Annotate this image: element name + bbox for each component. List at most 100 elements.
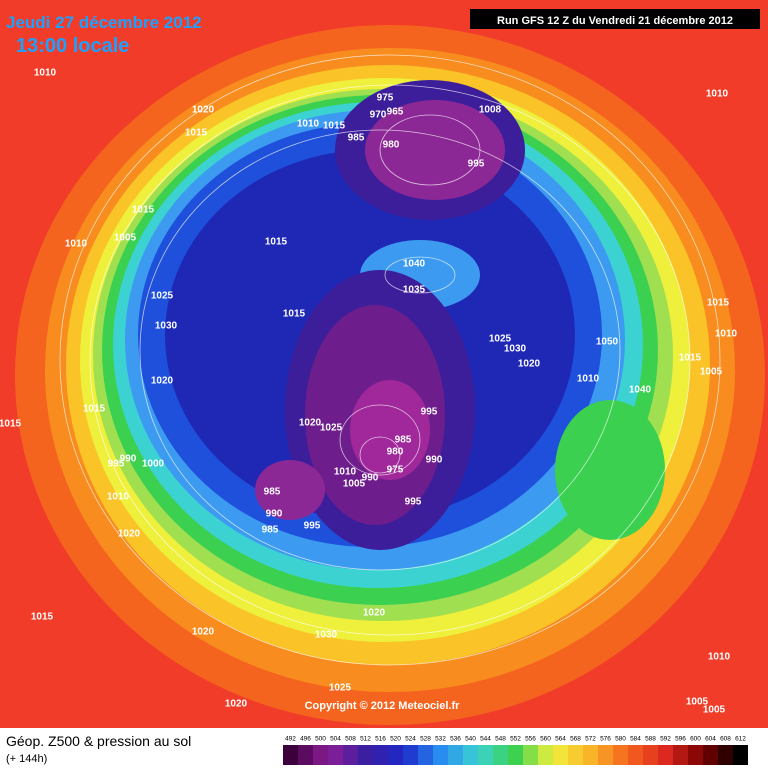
isobar-label: 1010 — [577, 374, 600, 385]
color-swatch — [313, 745, 328, 765]
color-swatch — [358, 745, 373, 765]
isobar-label: 1010 — [715, 329, 738, 340]
date-label: Jeudi 27 décembre 2012 — [6, 13, 202, 32]
isobar-label: 1015 — [707, 298, 730, 309]
color-swatch — [328, 745, 343, 765]
color-swatch — [733, 745, 748, 765]
isobar-label: 1025 — [489, 334, 512, 345]
isobar-label: 990 — [266, 509, 283, 520]
isobar-label: 1035 — [403, 285, 426, 296]
isobar-label: 1020 — [363, 608, 386, 619]
scale-label: 504 — [330, 736, 341, 743]
isobar-label: 1025 — [320, 423, 343, 434]
isobar-label: 1010 — [706, 89, 729, 100]
isobar-label: 1020 — [225, 699, 248, 710]
color-swatch — [463, 745, 478, 765]
scale-label: 520 — [390, 736, 401, 743]
color-swatch — [673, 745, 688, 765]
color-swatch — [688, 745, 703, 765]
isobar-label: 1015 — [323, 121, 346, 132]
isobar-label: 1010 — [297, 119, 320, 130]
isobar-label: 1010 — [334, 467, 357, 478]
isobar-label: 1020 — [151, 376, 174, 387]
isobar-label: 1010 — [708, 652, 731, 663]
footer-title: Géop. Z500 & pression au sol — [6, 733, 191, 749]
isobar-label: 995 — [421, 407, 438, 418]
isobar-label: 1015 — [185, 128, 208, 139]
isobar-label: 1010 — [34, 68, 57, 79]
color-swatch — [703, 745, 718, 765]
scale-label: 524 — [405, 736, 416, 743]
isobar-label: 965 — [387, 107, 404, 118]
scale-label: 536 — [450, 736, 461, 743]
color-swatch — [628, 745, 643, 765]
isobar-label: 1020 — [192, 105, 215, 116]
isobar-label: 1015 — [132, 205, 155, 216]
color-swatch — [298, 745, 313, 765]
isobar-label: 995 — [304, 521, 321, 532]
isobar-label: 1020 — [518, 359, 541, 370]
color-swatch — [388, 745, 403, 765]
scale-label: 560 — [540, 736, 551, 743]
scale-label: 516 — [375, 736, 386, 743]
isobar-label: 980 — [387, 447, 404, 458]
isobar-label: 995 — [108, 459, 125, 470]
footer-lead: (+ 144h) — [6, 753, 47, 765]
color-swatch — [418, 745, 433, 765]
scale-label: 564 — [555, 736, 566, 743]
color-scale: 492 496 500 504 508 512 516 520 524 528 532 536 540 5… — [283, 736, 748, 765]
color-swatch — [343, 745, 358, 765]
isobar-label: 1005 — [686, 697, 709, 708]
isobar-label: 1000 — [142, 459, 165, 470]
color-swatch — [658, 745, 673, 765]
isobar-label: 1025 — [329, 683, 352, 694]
isobar-label: 1015 — [83, 404, 106, 415]
isobar-label: 1005 — [703, 705, 726, 716]
scale-label: 588 — [645, 736, 656, 743]
isobar-label: 1040 — [629, 385, 652, 396]
color-swatch — [583, 745, 598, 765]
scale-label: 580 — [615, 736, 626, 743]
isobar-label: 975 — [387, 465, 404, 476]
color-swatch — [718, 745, 733, 765]
color-swatch — [478, 745, 493, 765]
color-swatch — [568, 745, 583, 765]
scale-label: 532 — [435, 736, 446, 743]
color-swatch — [508, 745, 523, 765]
isobar-label: 1040 — [403, 259, 426, 270]
isobar-label: 1030 — [315, 630, 338, 641]
scale-label: 512 — [360, 736, 371, 743]
isobar-label: 985 — [262, 525, 279, 536]
scale-label: 528 — [420, 736, 431, 743]
color-swatch — [448, 745, 463, 765]
scale-label: 572 — [585, 736, 596, 743]
scale-label: 548 — [495, 736, 506, 743]
isobar-label: 1030 — [504, 344, 527, 355]
scale-label: 592 — [660, 736, 671, 743]
isobar-label: 995 — [468, 159, 485, 170]
scale-label: 508 — [345, 736, 356, 743]
color-swatch — [643, 745, 658, 765]
isobar-label: 975 — [377, 93, 394, 104]
isobar-label: 1020 — [299, 418, 322, 429]
scale-label: 496 — [300, 736, 311, 743]
scale-label: 576 — [600, 736, 611, 743]
color-swatch — [553, 745, 568, 765]
isobar-label: 990 — [120, 454, 137, 465]
map-background — [0, 0, 768, 728]
color-swatch — [523, 745, 538, 765]
isobar-label: 1015 — [283, 309, 306, 320]
isobar-label: 1025 — [151, 291, 174, 302]
isobar-label: 995 — [405, 497, 422, 508]
isobar-label: 1050 — [596, 337, 619, 348]
scale-label: 492 — [285, 736, 296, 743]
isobar-label: 980 — [383, 140, 400, 151]
isobar-label: 1010 — [107, 492, 130, 503]
scale-label: 596 — [675, 736, 686, 743]
scale-label: 604 — [705, 736, 716, 743]
color-swatch — [403, 745, 418, 765]
isobar-label: 1005 — [343, 479, 366, 490]
scale-label: 544 — [480, 736, 491, 743]
